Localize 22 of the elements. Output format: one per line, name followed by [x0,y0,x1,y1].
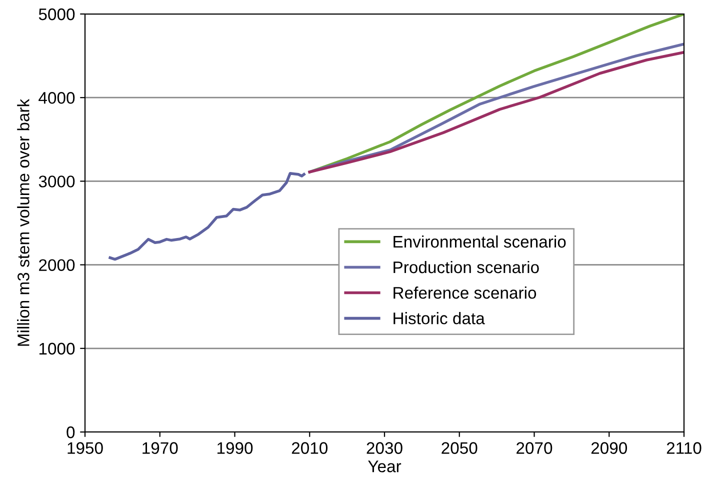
legend-label: Reference scenario [394,286,536,299]
legend-label: Environmental scenario [394,235,566,248]
x-tick-label: 2010 [292,442,328,454]
y-axis-title: Million m3 stem volume over bark [17,98,30,346]
y-tick-label: 2000 [39,259,75,272]
x-tick-label: 1950 [68,442,103,454]
x-axis-title: Year [368,460,402,472]
y-tick-label: 3000 [38,176,75,188]
x-tick-label: 2110 [666,442,702,454]
y-tick-label: 5000 [38,8,75,20]
x-tick-label: 2030 [366,442,402,454]
line-series [108,172,306,261]
legend-label: Production scenario [394,260,539,274]
x-tick-label: 2070 [516,442,552,454]
x-tick-label: 2090 [591,442,628,454]
y-tick-label: 4000 [38,92,75,104]
y-tick-label: 0 [66,426,75,438]
legend-label: Historic data [394,312,485,324]
x-tick-label: 1970 [142,442,178,454]
x-tick-label: 1990 [217,442,253,454]
x-tick-label: 2050 [442,442,478,454]
y-tick-label: 1000 [39,342,75,355]
